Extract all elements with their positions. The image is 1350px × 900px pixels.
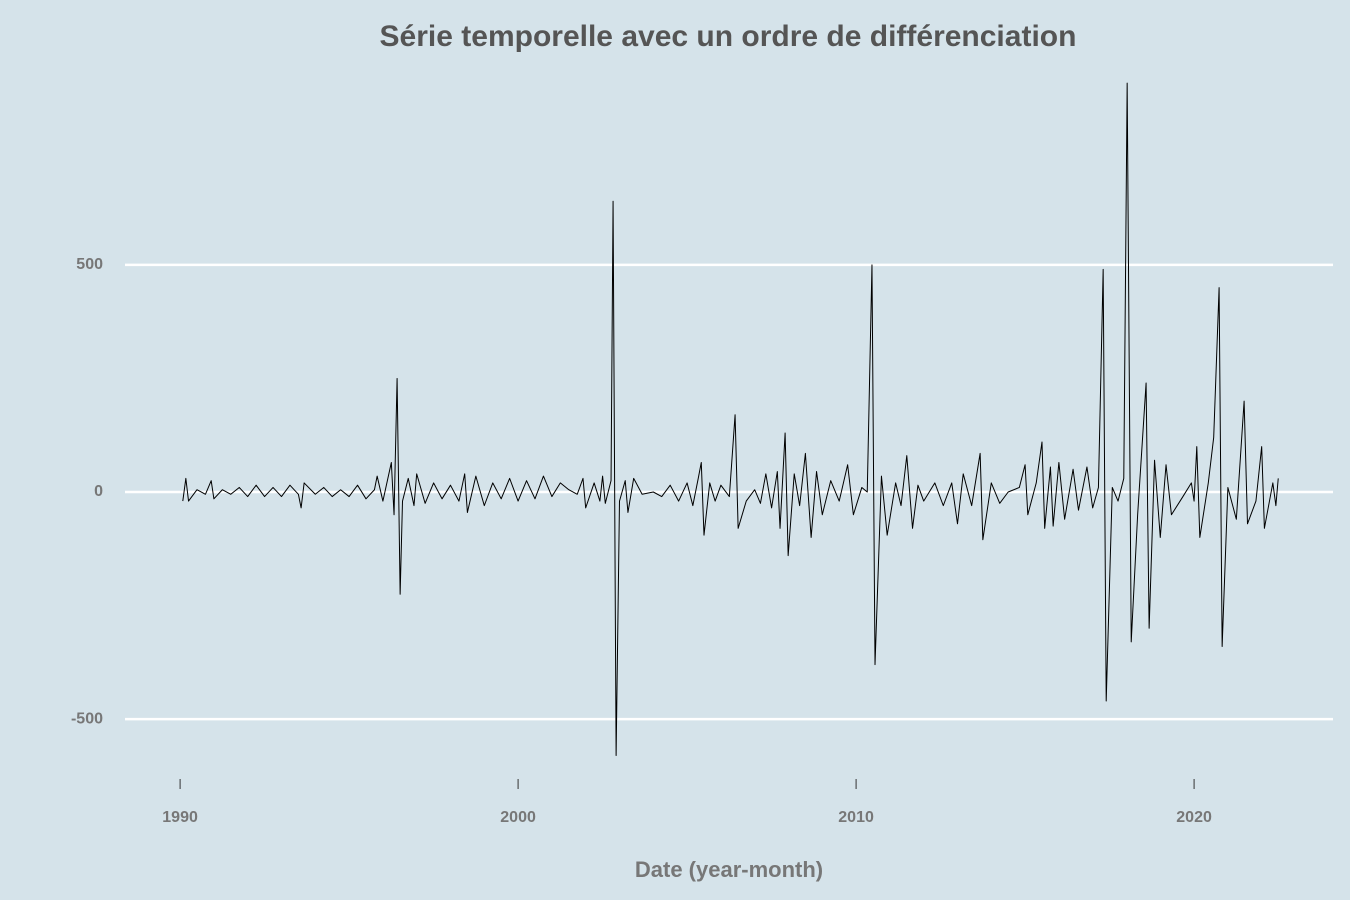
y-tick-label: 500	[76, 256, 103, 273]
x-tick-label: 2000	[500, 809, 536, 826]
x-axis-title: Date (year-month)	[635, 857, 823, 882]
x-tick-label: 2010	[838, 809, 874, 826]
x-tick-label: 1990	[162, 809, 198, 826]
series-line	[182, 82, 1279, 756]
chart-title: Série temporelle avec un ordre de différ…	[380, 20, 1077, 53]
y-tick-label: 0	[94, 483, 103, 500]
y-tick-label: -500	[71, 710, 103, 727]
x-tick-label: 2020	[1176, 809, 1212, 826]
